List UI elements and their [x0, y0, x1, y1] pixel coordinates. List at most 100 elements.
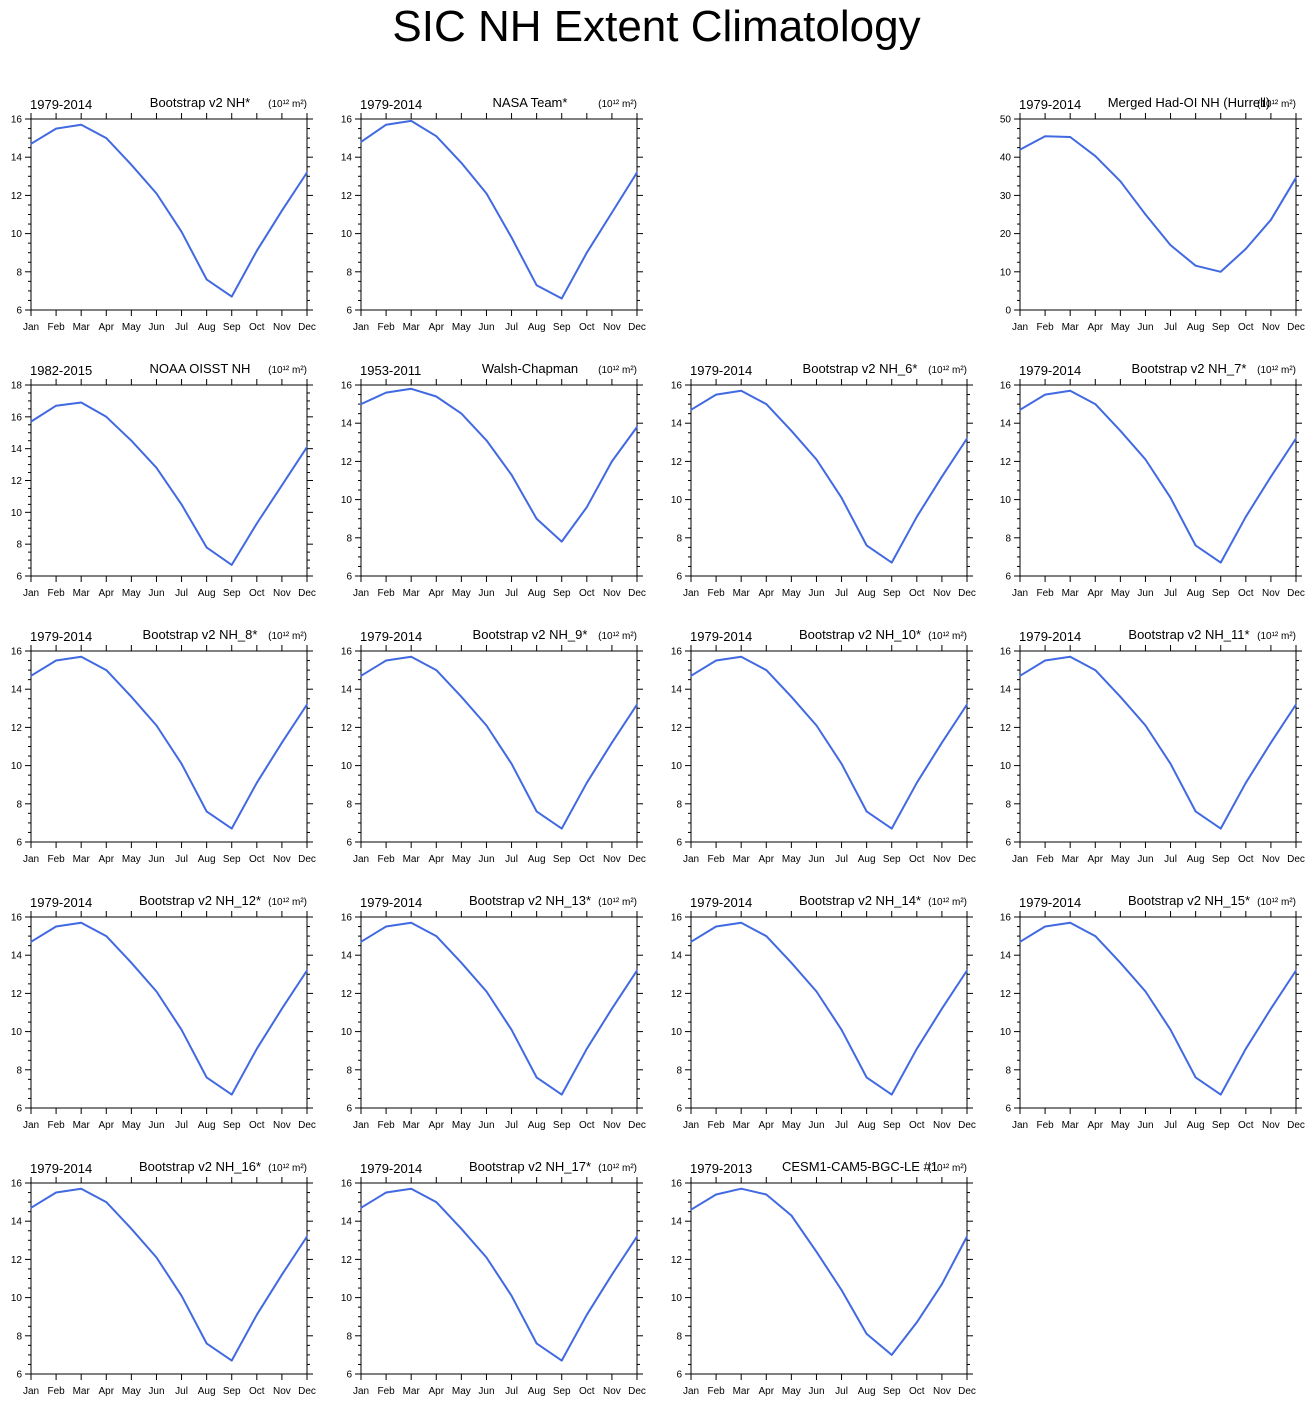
data-point: [385, 1191, 387, 1194]
y-tick-label: 8: [346, 1065, 352, 1076]
y-tick-label: 12: [11, 989, 23, 1000]
y-tick-label: 10: [11, 1027, 23, 1038]
x-tick-label: Jul: [175, 588, 188, 599]
x-tick-label: Jan: [23, 1386, 39, 1397]
x-tick-label: Mar: [403, 1120, 421, 1131]
data-point: [690, 1208, 692, 1211]
data-point: [256, 1313, 258, 1316]
y-tick-label: 12: [341, 723, 353, 734]
x-tick-label: Sep: [883, 1386, 901, 1397]
data-point: [485, 439, 488, 442]
y-tick-label: 10: [341, 1293, 353, 1304]
x-tick-label: Apr: [98, 854, 114, 865]
data-point: [815, 458, 818, 461]
data-point: [1119, 962, 1122, 964]
data-point: [1044, 659, 1046, 662]
panel-units-label: (10¹² m²): [268, 365, 307, 376]
y-tick-label: 8: [346, 1331, 352, 1342]
x-tick-label: Sep: [553, 588, 571, 599]
plot-frame: [1019, 650, 1297, 843]
panel-units-label: (10¹² m²): [928, 897, 967, 908]
data-point: [941, 1283, 943, 1286]
x-tick-label: Oct: [909, 854, 925, 865]
x-tick-label: Jun: [148, 322, 164, 333]
x-tick-label: Aug: [1187, 322, 1205, 333]
data-point: [1069, 921, 1071, 924]
x-tick-label: Nov: [933, 1120, 951, 1131]
y-tick-label: 0: [1005, 306, 1011, 317]
data-point: [715, 1193, 717, 1196]
x-tick-label: May: [782, 854, 801, 865]
series-line: [360, 119, 638, 300]
x-tick-label: Sep: [1212, 322, 1230, 333]
data-point: [1270, 741, 1272, 744]
x-tick-label: Aug: [1187, 588, 1205, 599]
data-point: [1069, 136, 1071, 138]
data-point: [840, 1289, 843, 1291]
x-tick-label: May: [782, 588, 801, 599]
data-point: [180, 1294, 183, 1297]
data-point: [510, 236, 513, 239]
data-point: [966, 703, 968, 706]
plot-frame: [360, 384, 638, 577]
data-point: [611, 460, 613, 463]
y-tick-label: 10: [11, 229, 23, 240]
x-tick-label: Jan: [23, 1120, 39, 1131]
data-point: [360, 141, 362, 143]
x-tick-label: Jul: [175, 1120, 188, 1131]
panel-period-label: 1979-2014: [690, 363, 752, 378]
x-tick-label: Mar: [1062, 322, 1080, 333]
chart-panel-11: 6 8 10 12 14 16 Jan Feb Mar Apr May Jun Jul Aug Sep Oct…: [1000, 627, 1305, 865]
panel-units-label: (10¹² m²): [1257, 99, 1296, 110]
data-point: [1169, 244, 1172, 246]
panel-period-label: 1979-2014: [30, 629, 92, 644]
data-point: [30, 675, 32, 677]
x-tick-label: Oct: [1238, 1120, 1254, 1131]
x-tick-label: Dec: [298, 322, 316, 333]
data-point: [765, 669, 768, 671]
x-tick-label: Dec: [1287, 1120, 1305, 1131]
data-point: [510, 762, 513, 765]
data-point: [105, 1201, 108, 1203]
data-point: [560, 1359, 563, 1362]
x-tick-label: Jul: [175, 322, 188, 333]
plot-frame: [690, 650, 968, 843]
x-tick-label: Oct: [1238, 854, 1254, 865]
data-point: [230, 827, 233, 830]
data-point: [916, 515, 918, 518]
x-tick-label: Jan: [23, 854, 39, 865]
data-point: [586, 251, 588, 254]
series-line: [690, 389, 968, 564]
x-tick-label: Dec: [628, 1120, 646, 1131]
x-tick-label: May: [452, 1120, 471, 1131]
data-point: [155, 466, 158, 469]
x-tick-label: Jan: [1012, 322, 1028, 333]
x-tick-label: May: [122, 1386, 141, 1397]
plot-frame: [360, 1182, 638, 1375]
data-point: [30, 941, 32, 943]
y-tick-label: 10: [11, 1293, 23, 1304]
y-tick-label: 12: [341, 1255, 353, 1266]
plot-frame: [30, 384, 308, 577]
plot-frame: [30, 650, 308, 843]
x-tick-label: Aug: [858, 1386, 876, 1397]
data-point: [80, 401, 82, 404]
data-point: [55, 404, 57, 407]
data-point: [360, 403, 362, 405]
data-point: [80, 921, 82, 924]
data-point: [840, 496, 843, 499]
x-tick-label: Apr: [1087, 322, 1103, 333]
y-tick-label: 14: [1000, 951, 1012, 962]
data-point: [560, 297, 563, 300]
x-tick-label: Jan: [353, 1386, 369, 1397]
data-point: [941, 475, 943, 478]
series-line: [360, 387, 638, 543]
data-point: [890, 827, 893, 830]
series-line: [690, 655, 968, 830]
data-point: [180, 762, 183, 765]
y-tick-label: 14: [341, 419, 353, 430]
x-tick-label: Apr: [428, 1386, 444, 1397]
x-tick-label: Jun: [808, 588, 824, 599]
data-point: [790, 696, 793, 698]
